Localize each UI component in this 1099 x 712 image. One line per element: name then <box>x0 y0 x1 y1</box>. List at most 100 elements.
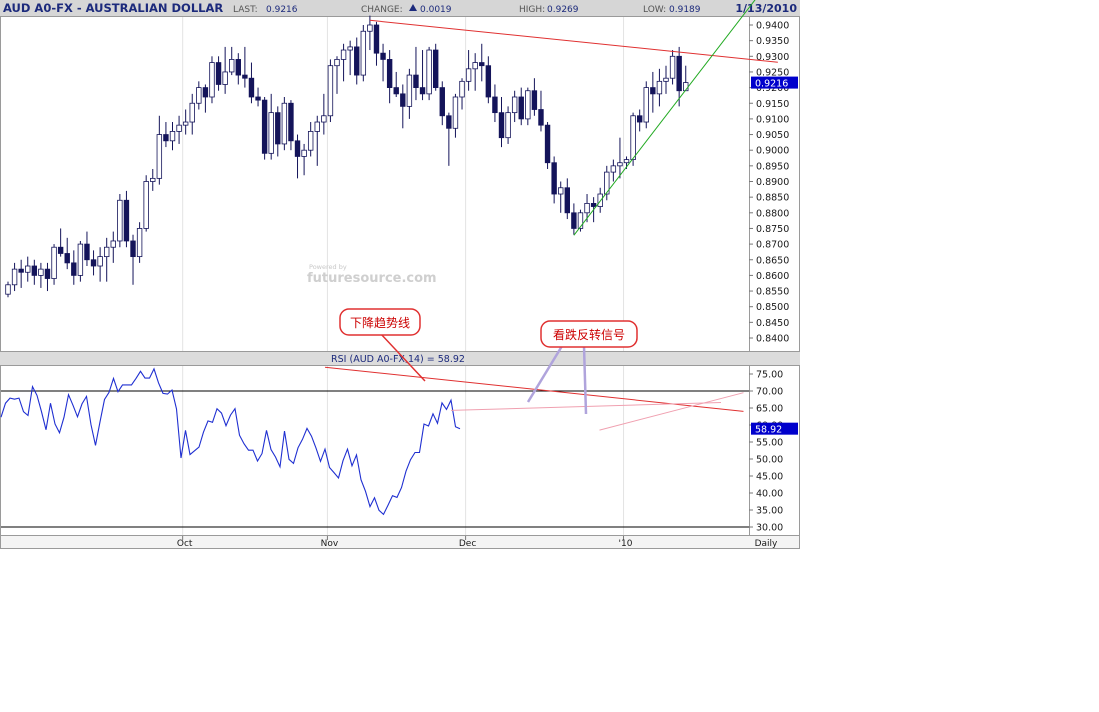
candle <box>492 84 498 123</box>
candle <box>577 209 584 232</box>
candle-body <box>189 102 195 123</box>
candle-body <box>288 102 294 142</box>
candle <box>110 231 116 263</box>
candle-body <box>18 268 24 273</box>
candle-body <box>636 115 643 123</box>
candle-body <box>307 131 314 151</box>
rsi-y-tick-label: 30.00 <box>756 523 783 534</box>
candle-body <box>564 187 570 214</box>
candle <box>525 87 531 126</box>
price-y-tick-label: 0.8600 <box>756 271 789 282</box>
candle <box>340 43 347 82</box>
candle-body <box>117 199 123 242</box>
candle-body <box>511 96 518 114</box>
watermark-small: Powered by <box>309 263 347 271</box>
candle-body <box>301 149 307 157</box>
candle-body <box>656 80 663 95</box>
candle-body <box>413 74 419 89</box>
candle-body <box>531 90 538 110</box>
candle <box>117 194 123 248</box>
candle-body <box>222 71 228 85</box>
candle <box>97 247 103 282</box>
candle-body <box>314 121 320 132</box>
candle-body <box>25 265 31 273</box>
candle <box>551 156 557 204</box>
candle <box>38 262 44 288</box>
candle-body <box>64 253 70 264</box>
price-y-tick-label: 0.9200 <box>756 83 789 94</box>
candle <box>446 112 452 166</box>
candle <box>327 59 334 123</box>
candle-body <box>294 140 301 157</box>
candle <box>314 115 320 166</box>
candle <box>123 190 130 248</box>
candle <box>150 168 156 191</box>
candle <box>130 234 136 285</box>
candle <box>156 115 163 185</box>
rsi-y-tick-label: 75.00 <box>756 370 783 381</box>
header-change-value: 0.0019 <box>420 5 452 15</box>
candle-body <box>676 55 682 92</box>
candle-body <box>590 203 597 207</box>
candle-body <box>143 181 149 229</box>
candle-body <box>150 177 156 182</box>
candle <box>261 96 268 160</box>
candle-body <box>465 68 472 82</box>
candle-body <box>130 240 136 258</box>
candle <box>413 46 419 101</box>
candle-body <box>360 30 367 76</box>
candle <box>176 115 182 144</box>
candle <box>288 100 294 151</box>
candle <box>604 165 610 201</box>
candle <box>182 109 189 135</box>
candle-body <box>426 49 432 95</box>
candle-body <box>604 171 610 195</box>
candle-body <box>485 65 492 98</box>
candle <box>617 137 623 179</box>
rsi-last-flag <box>751 422 798 435</box>
x-axis-bar <box>0 535 800 549</box>
header-last-label: LAST: <box>233 5 258 15</box>
candle-body <box>669 55 676 79</box>
candle-body <box>327 65 334 117</box>
price-y-tick-label: 0.9150 <box>756 99 789 110</box>
candle <box>31 259 38 285</box>
candle-body <box>136 228 143 258</box>
candle-body <box>229 59 235 73</box>
candle-body <box>452 96 459 129</box>
price-y-tick-label: 0.8400 <box>756 334 789 345</box>
candle <box>380 43 386 82</box>
candle <box>367 15 373 51</box>
candle-body <box>104 246 110 258</box>
candle-body <box>643 87 649 123</box>
candle <box>669 50 676 85</box>
candle <box>373 21 380 66</box>
candle-body <box>663 77 669 82</box>
candle-body <box>479 62 485 67</box>
candle <box>242 46 248 88</box>
price-y-tick-label: 0.8800 <box>756 208 789 219</box>
candle <box>479 43 485 82</box>
rsi-y-tick-label: 40.00 <box>756 489 783 500</box>
candle-body <box>202 87 209 98</box>
price-panel <box>0 16 800 352</box>
header-symbol: AUD A0-FX - AUSTRALIAN DOLLAR <box>3 1 223 15</box>
candle-body <box>406 74 413 107</box>
candle <box>215 56 222 91</box>
candle <box>235 53 241 85</box>
price-y-tick-label: 0.8700 <box>756 240 789 251</box>
candle <box>354 37 360 85</box>
x-tick-label: Nov <box>321 539 339 549</box>
candle <box>347 40 353 76</box>
header-last-value: 0.9216 <box>266 5 298 15</box>
reversal-pointer-left <box>526 345 564 403</box>
price-y-tick-label: 0.8750 <box>756 224 789 235</box>
candle-body <box>472 62 478 70</box>
candle-body <box>617 162 623 167</box>
candle-body <box>386 59 393 89</box>
price-y-tick-label: 0.9100 <box>756 114 789 125</box>
candle <box>71 250 77 285</box>
candle <box>136 222 143 263</box>
candle-body <box>571 212 577 229</box>
candle-body <box>281 102 288 145</box>
